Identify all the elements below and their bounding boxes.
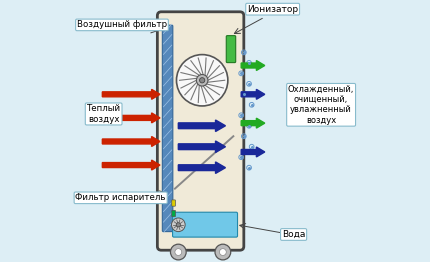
Circle shape [172, 218, 185, 232]
FancyArrow shape [178, 162, 225, 173]
Circle shape [176, 54, 228, 106]
FancyArrow shape [241, 147, 265, 157]
Text: Фильтр испаритель: Фильтр испаритель [75, 193, 166, 202]
Text: Ионизатор: Ионизатор [247, 5, 298, 14]
FancyArrow shape [178, 120, 225, 132]
FancyBboxPatch shape [226, 36, 236, 63]
Circle shape [175, 249, 182, 255]
FancyArrow shape [178, 141, 225, 152]
FancyArrow shape [102, 137, 160, 146]
FancyArrow shape [241, 89, 265, 99]
Circle shape [215, 244, 231, 260]
Circle shape [176, 223, 181, 227]
FancyArrow shape [241, 61, 265, 70]
Text: Теплый
воздух: Теплый воздух [86, 104, 121, 124]
FancyBboxPatch shape [157, 12, 244, 250]
Circle shape [200, 78, 205, 83]
Circle shape [197, 74, 208, 86]
Circle shape [219, 249, 226, 255]
FancyArrow shape [102, 89, 160, 99]
FancyBboxPatch shape [172, 210, 175, 217]
FancyArrow shape [102, 160, 160, 170]
Text: Вода: Вода [282, 230, 305, 239]
FancyBboxPatch shape [172, 212, 237, 237]
Circle shape [170, 244, 186, 260]
Text: Охлажденный,
очищенный,
увлажненный
воздух: Охлажденный, очищенный, увлажненный возд… [288, 85, 354, 125]
FancyArrow shape [102, 113, 160, 123]
Text: Воздушный фильтр: Воздушный фильтр [77, 20, 167, 29]
FancyBboxPatch shape [172, 200, 175, 206]
FancyArrow shape [241, 118, 265, 128]
FancyBboxPatch shape [163, 25, 173, 232]
